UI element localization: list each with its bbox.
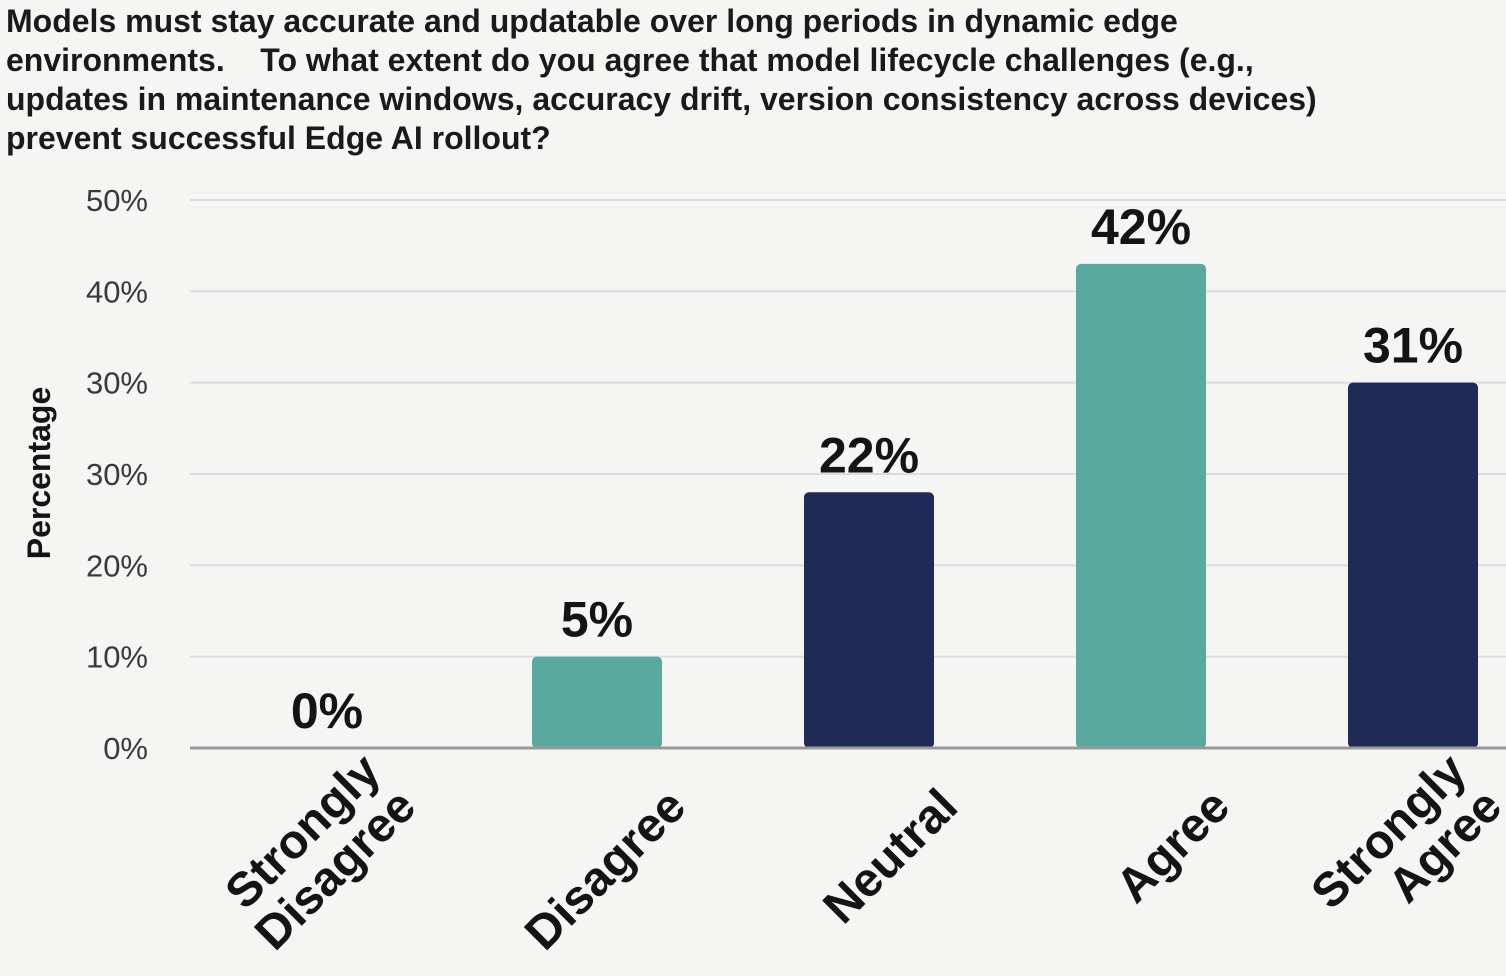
y-axis: 0% 10% 20% 30% 30% 40% 50% bbox=[86, 183, 148, 766]
data-label: 5% bbox=[561, 592, 633, 648]
y-tick-label: 20% bbox=[86, 548, 148, 583]
x-tick-label: Agree bbox=[1106, 780, 1240, 914]
y-tick-label: 40% bbox=[86, 274, 148, 309]
bar bbox=[532, 656, 662, 748]
bar bbox=[804, 492, 934, 748]
data-label: 42% bbox=[1091, 199, 1191, 255]
y-axis-title: Percentage bbox=[21, 387, 57, 560]
bar bbox=[1076, 263, 1206, 748]
title-line-3: updates in maintenance windows, accuracy… bbox=[6, 81, 1317, 117]
title-line-1: Models must stay accurate and updatable … bbox=[6, 3, 1178, 39]
y-tick-label: 50% bbox=[86, 183, 148, 218]
data-labels: 0% 5% 22% 42% 31% bbox=[291, 199, 1463, 739]
x-tick-label: Disagree bbox=[515, 780, 696, 961]
x-tick-label-line: Agree bbox=[1106, 780, 1240, 914]
data-label: 31% bbox=[1363, 318, 1463, 374]
y-tick-label: 10% bbox=[86, 640, 148, 675]
x-tick-label: Neutral bbox=[814, 780, 968, 934]
title-line-4: prevent successful Edge AI rollout? bbox=[6, 120, 551, 156]
bar bbox=[1348, 382, 1478, 748]
data-label: 22% bbox=[819, 427, 919, 483]
title-line-2: environments. To what extent do you agre… bbox=[6, 42, 1254, 78]
y-tick-label: 30% bbox=[86, 457, 148, 492]
y-tick-label: 0% bbox=[103, 731, 148, 766]
x-tick-label-line: Disagree bbox=[515, 780, 696, 961]
bars bbox=[532, 263, 1478, 748]
x-tick-label-line: Neutral bbox=[814, 780, 968, 934]
chart-title: Models must stay accurate and updatable … bbox=[6, 2, 1486, 158]
y-tick-label: 30% bbox=[86, 366, 148, 401]
data-label: 0% bbox=[291, 683, 363, 739]
